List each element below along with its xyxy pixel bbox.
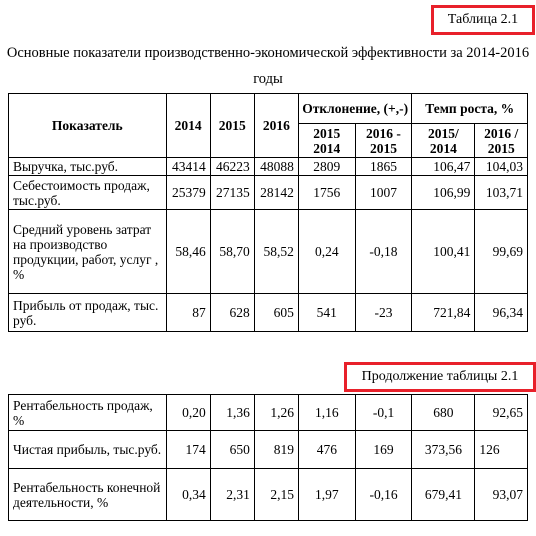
cell-dev2: 1007 <box>354 175 413 210</box>
page-title: Основные показатели производственно-экон… <box>6 45 530 87</box>
cell-dev1: 541 <box>297 293 356 332</box>
cell-growth1: 679,41 <box>411 468 476 521</box>
cell-growth2: 96,34 <box>474 293 528 332</box>
cell-growth1: 373,56 <box>411 430 476 469</box>
table-row: Выручка, тыс.руб. 43414 46223 48088 2809… <box>8 157 528 176</box>
cell-2015: 2,31 <box>209 468 255 521</box>
cell-growth2: 99,69 <box>474 209 528 294</box>
cell-2014: 25379 <box>165 175 211 210</box>
cell-2014: 174 <box>165 430 211 469</box>
cell-growth1: 721,84 <box>411 293 476 332</box>
cell-dev2: 1865 <box>354 157 413 176</box>
cell-growth2: 104,03 <box>474 157 528 176</box>
cell-2016: 1,26 <box>253 394 299 431</box>
cell-2015: 27135 <box>209 175 255 210</box>
cell-2016: 58,52 <box>253 209 299 294</box>
cell-2014: 58,46 <box>165 209 211 294</box>
header-2014: 2014 <box>165 93 211 158</box>
cell-dev1: 1,16 <box>297 394 356 431</box>
cell-2014: 0,34 <box>165 468 211 521</box>
row-name: Прибыль от продаж, тыс. руб. <box>8 293 167 332</box>
table-row: Себестоимость продаж, тыс.руб. 25379 271… <box>8 175 528 210</box>
table-row: Чистая прибыль, тыс.руб. 174 650 819 476… <box>8 430 528 469</box>
table-row: Рентабельность конечной деятельности, % … <box>8 468 528 521</box>
cell-2014: 87 <box>165 293 211 332</box>
cell-growth1: 100,41 <box>411 209 476 294</box>
cell-dev2: 169 <box>354 430 413 469</box>
row-name: Себестоимость продаж, тыс.руб. <box>8 175 167 210</box>
cell-2016: 819 <box>253 430 299 469</box>
cell-2015: 650 <box>209 430 255 469</box>
cell-growth2: 93,07 <box>474 468 528 521</box>
header-dev-2015-2014: 2015 2014 <box>297 123 356 158</box>
cell-dev2: -0,16 <box>354 468 413 521</box>
cell-growth2: 126 <box>474 430 528 469</box>
cell-2016: 605 <box>253 293 299 332</box>
cell-2015: 58,70 <box>209 209 255 294</box>
row-name: Чистая прибыль, тыс.руб. <box>8 430 167 469</box>
cell-growth1: 106,47 <box>411 157 476 176</box>
header-deviation: Отклонение, (+,-) <box>297 93 413 124</box>
header-indicator: Показатель <box>8 93 167 158</box>
continuation-label: Продолжение таблицы 2.1 <box>344 362 536 392</box>
header-2016: 2016 <box>253 93 299 158</box>
table-row: Рентабельность продаж, % 0,20 1,36 1,26 … <box>8 394 528 431</box>
cell-growth1: 106,99 <box>411 175 476 210</box>
row-name: Рентабельность конечной деятельности, % <box>8 468 167 521</box>
cell-growth2: 92,65 <box>474 394 528 431</box>
header-2015: 2015 <box>209 93 255 158</box>
table-row: Средний уровень затрат на производство п… <box>8 209 528 294</box>
header-growth-2015-2014: 2015/ 2014 <box>411 123 476 158</box>
row-name: Выручка, тыс.руб. <box>8 157 167 176</box>
cell-dev1: 2809 <box>297 157 356 176</box>
cell-2015: 628 <box>209 293 255 332</box>
cell-2016: 28142 <box>253 175 299 210</box>
header-dev-2016-2015: 2016 - 2015 <box>354 123 413 158</box>
cell-dev1: 1756 <box>297 175 356 210</box>
cell-dev2: -0,18 <box>354 209 413 294</box>
cell-growth2: 103,71 <box>474 175 528 210</box>
cell-2016: 2,15 <box>253 468 299 521</box>
indicators-table: Показатель 2014 2015 2016 Отклонение, (+… <box>8 93 528 332</box>
indicators-table-continued: Рентабельность продаж, % 0,20 1,36 1,26 … <box>8 394 528 521</box>
row-name: Рентабельность продаж, % <box>8 394 167 431</box>
cell-dev1: 0,24 <box>297 209 356 294</box>
row-name: Средний уровень затрат на производство п… <box>8 209 167 294</box>
cell-dev1: 1,97 <box>297 468 356 521</box>
cell-2014: 0,20 <box>165 394 211 431</box>
header-growth-2016-2015: 2016 / 2015 <box>474 123 528 158</box>
cell-2015: 46223 <box>209 157 255 176</box>
cell-dev1: 476 <box>297 430 356 469</box>
cell-dev2: -23 <box>354 293 413 332</box>
table-label: Таблица 2.1 <box>431 5 535 35</box>
header-growth-rate: Темп роста, % <box>411 93 528 124</box>
cell-2016: 48088 <box>253 157 299 176</box>
table-row: Прибыль от продаж, тыс. руб. 87 628 605 … <box>8 293 528 332</box>
cell-dev2: -0,1 <box>354 394 413 431</box>
cell-growth1: 680 <box>411 394 476 431</box>
cell-2015: 1,36 <box>209 394 255 431</box>
cell-2014: 43414 <box>165 157 211 176</box>
